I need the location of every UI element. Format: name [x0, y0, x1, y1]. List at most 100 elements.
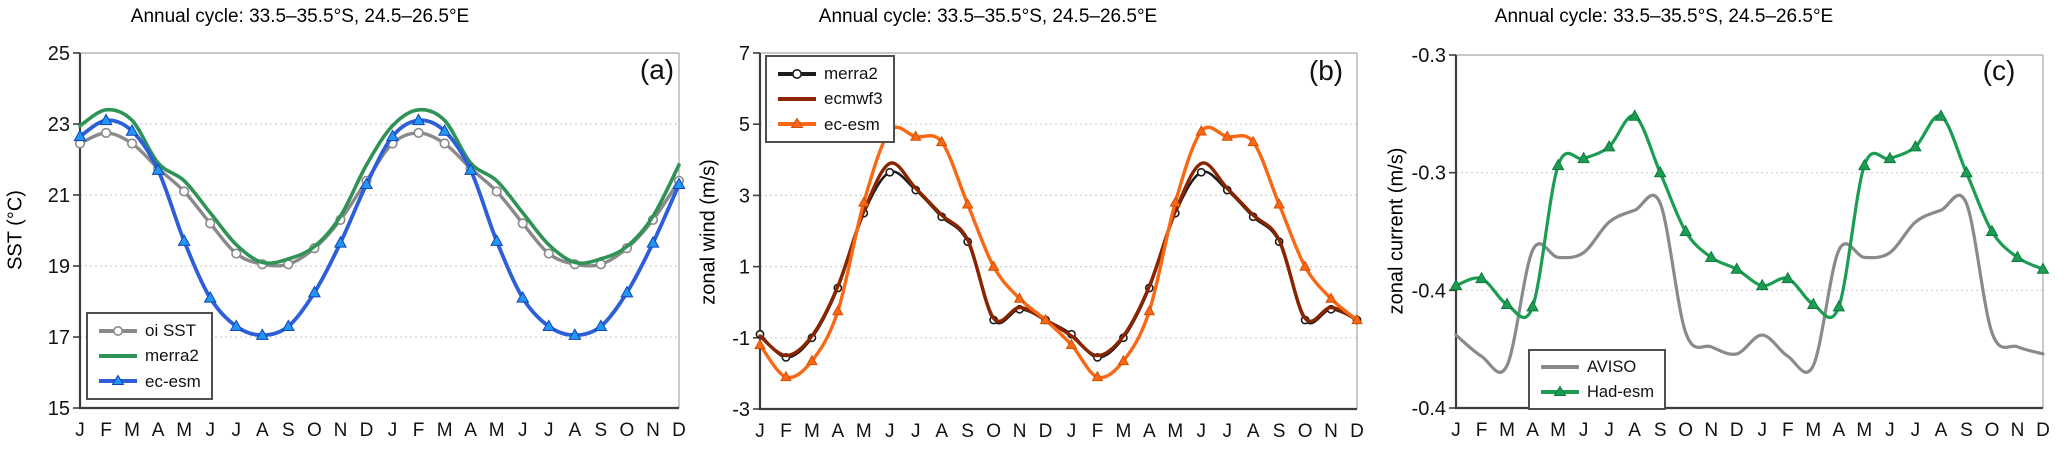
legend-item-ec-esm: ec-esm [98, 371, 201, 392]
legend-item-ec-esm: ec-esm [777, 114, 883, 135]
chart-canvas-c: -0.3-0.3-0.4-0.4J F M A M J J A S O N D J F M A M J J A S O N D [1412, 45, 2050, 441]
x-tick-label: S [1960, 420, 1973, 441]
x-tick-label: N [1704, 420, 1718, 441]
x-tick-label: M [124, 420, 140, 441]
legend-item-merra2: merra2 [777, 63, 883, 84]
data-point-marker [1299, 260, 1311, 271]
x-tick-label: J [1451, 420, 1461, 441]
x-tick-label: J [885, 421, 895, 442]
x-tick-label: N [1013, 421, 1027, 442]
data-point-marker [1065, 338, 1078, 350]
y-axis-label-b: zonal wind (m/s) [697, 159, 720, 305]
data-point-marker [806, 354, 818, 366]
data-point-marker [491, 186, 502, 197]
data-point-marker [1832, 299, 1846, 312]
data-point-marker [832, 304, 844, 316]
data-point-marker [1755, 278, 1769, 291]
x-tick-label: F [100, 420, 112, 441]
x-tick-label: N [646, 420, 660, 441]
x-tick-label: N [1324, 421, 1338, 442]
data-point-marker [1985, 224, 1999, 237]
x-tick-label: J [911, 421, 921, 442]
x-tick-label: S [1654, 420, 1667, 441]
legend-line-sample [778, 96, 816, 101]
data-point-marker [385, 129, 400, 142]
y-tick-label: 21 [48, 185, 70, 207]
data-point-marker [1704, 250, 1718, 262]
data-point-marker [307, 285, 321, 298]
data-point-marker [1857, 158, 1871, 171]
x-tick-label: F [1782, 420, 1794, 441]
x-tick-label: A [568, 420, 581, 441]
legend-line-sample [1541, 385, 1579, 396]
x-tick-label: A [832, 421, 845, 442]
data-point-marker [177, 234, 191, 246]
x-tick-label: A [1935, 420, 1948, 441]
x-tick-label: J [1197, 421, 1207, 442]
x-tick-label: J [1911, 420, 1921, 441]
legend-box-c: AVISO Had-esm [1528, 349, 1666, 411]
data-point-marker [542, 319, 556, 332]
data-point-marker [412, 113, 426, 126]
legend-item-oi-sst: oi SST [98, 320, 201, 341]
data-point-marker [464, 163, 478, 175]
x-tick-label: J [205, 420, 215, 441]
x-tick-label: M [856, 421, 872, 442]
x-tick-label: F [780, 421, 792, 442]
legend-label: oi SST [145, 321, 197, 340]
legend-item-merra2: merra2 [98, 345, 201, 366]
data-point-marker [1909, 139, 1922, 152]
x-tick-label: J [755, 421, 765, 442]
data-point-marker [2011, 250, 2024, 262]
data-point-marker [281, 319, 295, 332]
legend-line-sample [778, 68, 816, 79]
data-point-marker [517, 218, 528, 229]
series-line-had-esm [1454, 114, 2045, 320]
data-point-marker [73, 129, 87, 142]
x-tick-label: O [307, 420, 322, 441]
data-point-marker [231, 248, 242, 259]
x-tick-label: O [986, 421, 1001, 442]
data-point-marker [179, 186, 190, 197]
x-tick-label: O [1678, 420, 1693, 441]
x-tick-label: A [256, 420, 269, 441]
legend-line-sample [99, 353, 137, 358]
x-tick-label: J [1885, 420, 1895, 441]
data-point-marker [1500, 297, 1514, 310]
x-tick-label: F [1476, 420, 1488, 441]
data-point-marker [1325, 292, 1337, 303]
data-point-marker [333, 235, 347, 248]
data-point-marker [438, 124, 452, 136]
data-point-marker [1351, 313, 1363, 325]
x-tick-label: O [1298, 421, 1313, 442]
legend-label: Had-esm [1587, 382, 1654, 401]
legend-label: merra2 [145, 346, 199, 366]
x-tick-label: A [1628, 420, 1641, 441]
y-axis-label-c: zonal current (m/s) [1385, 147, 1408, 315]
data-point-marker [1577, 151, 1590, 164]
series-line-merra2 [78, 107, 681, 266]
panel-b: 7 5 3 1 -1 -3 J F M A M J J A S O N D J F M A M J J A S O N D Annual … [689, 0, 1378, 463]
y-tick-label: 1 [739, 257, 750, 279]
legend-item-had-esm: Had-esm [1540, 382, 1654, 403]
y-tick-label: 25 [48, 43, 70, 65]
x-tick-label: J [1067, 421, 1077, 442]
y-axis-label-a: SST (°C) [4, 190, 27, 270]
x-tick-label: O [1985, 420, 2000, 441]
x-tick-label: N [334, 420, 348, 441]
y-tick-label: 17 [48, 327, 70, 349]
y-tick-label: 7 [739, 43, 750, 65]
data-point-marker [516, 290, 530, 303]
x-tick-label: M [1499, 420, 1515, 441]
y-tick-label: -0.4 [1412, 280, 1446, 302]
data-point-marker [646, 235, 660, 248]
x-tick-label: F [413, 420, 425, 441]
y-tick-label: 19 [48, 256, 70, 278]
x-tick-label: M [1805, 420, 1821, 441]
x-tick-label: M [1167, 421, 1183, 442]
x-tick-label: S [961, 421, 974, 442]
chart-title-a: Annual cycle: 33.5–35.5°S, 24.5–26.5°E [130, 6, 470, 27]
